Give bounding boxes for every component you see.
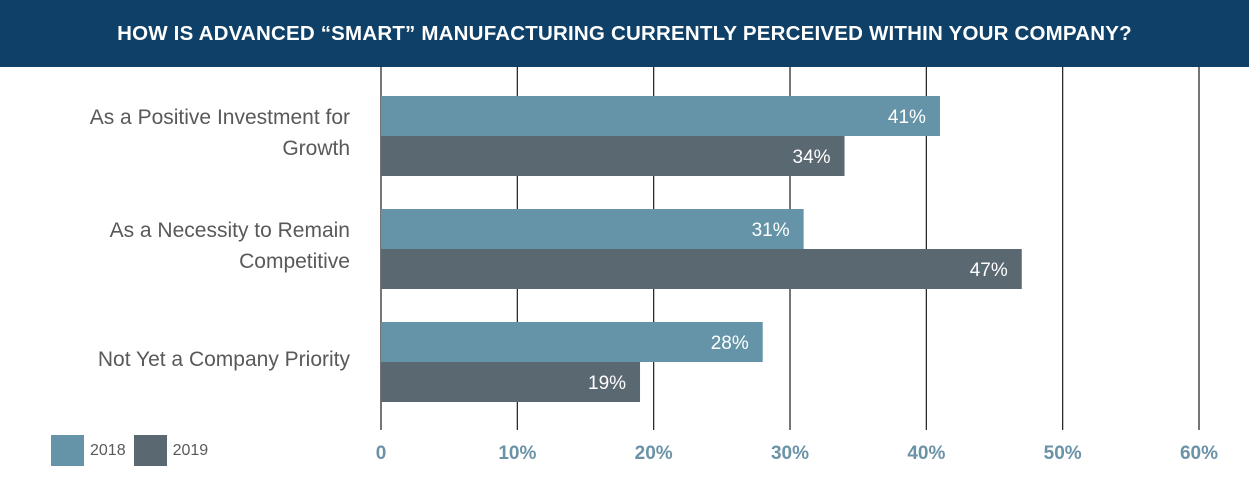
x-tick-label-2: 20% xyxy=(635,443,673,464)
chart-title: HOW IS ADVANCED “SMART” MANUFACTURING CU… xyxy=(0,0,1249,67)
category-label-line: Competitive xyxy=(239,250,350,273)
legend-label-2018: 2018 xyxy=(90,441,126,459)
category-label-0: As a Positive Investment for Growth xyxy=(0,102,350,164)
bar-2018-0 xyxy=(381,96,940,136)
x-tick-label-3: 30% xyxy=(771,443,809,464)
x-tick-label-1: 10% xyxy=(498,443,536,464)
legend: 2018 2019 xyxy=(51,435,216,466)
category-label-line: Not Yet a Company Priority xyxy=(97,347,350,371)
category-label-1: As a Necessity to Remain Competitive xyxy=(0,215,350,277)
bar-2018-1 xyxy=(381,209,804,249)
category-label-line: Growth xyxy=(282,137,350,160)
bar-value-label-2019-0: 34% xyxy=(793,147,831,168)
legend-item-2018: 2018 xyxy=(51,435,126,466)
bar-2018-2 xyxy=(381,322,763,362)
bar-2019-1 xyxy=(381,249,1022,289)
legend-item-2019: 2019 xyxy=(133,435,209,466)
legend-swatch-2019 xyxy=(133,435,167,466)
category-label-line: As a Positive Investment for xyxy=(89,106,350,129)
x-tick-label-4: 40% xyxy=(907,443,945,464)
x-tick-label-6: 60% xyxy=(1180,443,1218,464)
bar-value-label-2019-2: 19% xyxy=(588,373,626,394)
legend-label-2019: 2019 xyxy=(172,441,209,459)
legend-swatch-2018 xyxy=(51,435,84,466)
bar-2019-0 xyxy=(381,136,845,176)
bar-value-label-2018-1: 31% xyxy=(752,220,790,241)
x-tick-label-0: 0 xyxy=(376,443,387,464)
bar-value-label-2019-1: 47% xyxy=(970,260,1008,281)
category-label-line: As a Necessity to Remain xyxy=(109,219,350,242)
x-tick-label-5: 50% xyxy=(1044,443,1082,464)
category-label-2: Not Yet a Company Priority xyxy=(0,344,350,375)
bar-value-label-2018-0: 41% xyxy=(888,107,926,128)
bar-value-label-2018-2: 28% xyxy=(711,333,749,354)
bar-2019-2 xyxy=(381,362,641,402)
